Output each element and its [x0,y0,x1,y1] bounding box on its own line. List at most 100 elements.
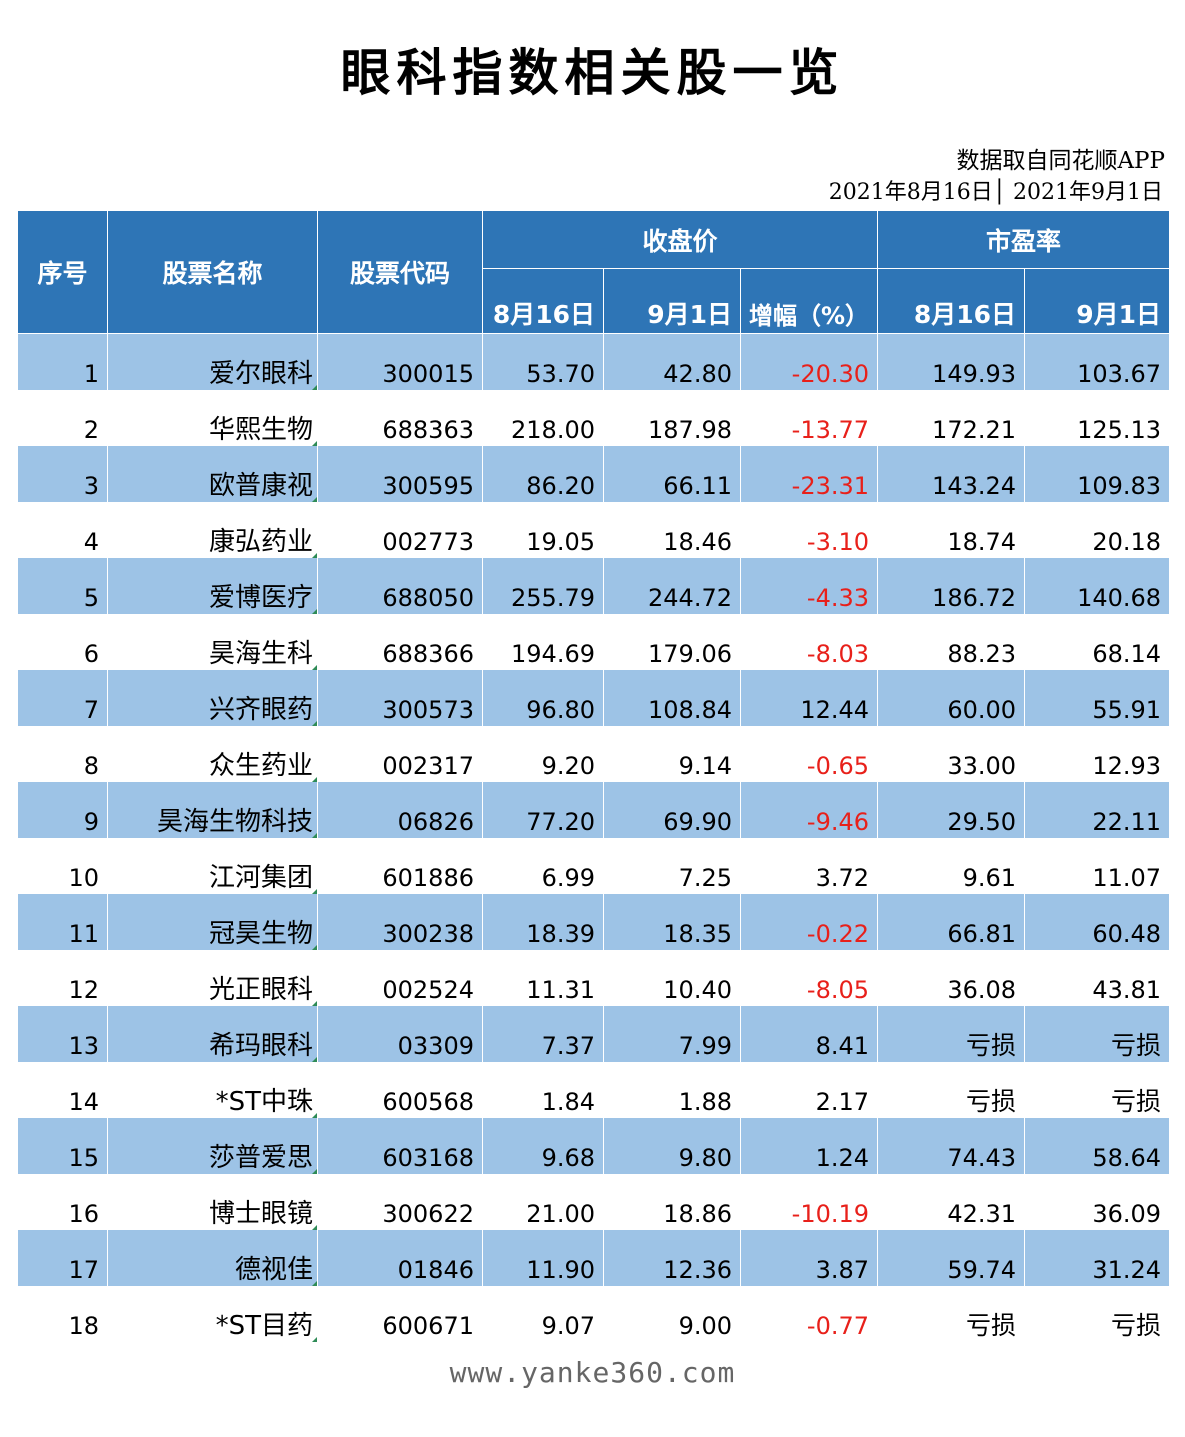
cell-close-aug16: 1.84 [482,1061,604,1118]
cell-pe-sep1: 68.14 [1024,613,1171,670]
cell-close-sep1: 18.35 [603,893,741,950]
cell-code: 002317 [317,725,483,782]
header-pe-sep1: 9月1日 [1024,268,1171,334]
cell-change-pct: -9.46 [740,781,879,838]
cell-change-pct: -0.77 [740,1285,879,1342]
cell-name: 莎普爱思 [107,1117,318,1174]
cell-close-sep1: 10.40 [603,949,741,1006]
cell-close-aug16: 18.39 [482,893,604,950]
cell-pe-sep1: 109.83 [1024,445,1171,502]
cell-seq: 2 [17,389,108,446]
date-range-note: 2021年8月16日│ 2021年9月1日 [828,180,1163,205]
cell-seq: 17 [17,1229,108,1286]
header-pe-group: 市盈率 [877,210,1171,269]
cell-close-aug16: 6.99 [482,837,604,894]
cell-seq: 14 [17,1061,108,1118]
cell-name: 昊海生物科技 [107,781,318,838]
header-pe-aug16: 8月16日 [877,268,1026,334]
cell-close-aug16: 11.90 [482,1229,604,1286]
cell-close-sep1: 9.14 [603,725,741,782]
cell-pe-aug16: 149.93 [877,333,1026,390]
cell-code: 688363 [317,389,483,446]
cell-name: 华熙生物 [107,389,318,446]
cell-close-sep1: 18.86 [603,1173,741,1230]
cell-seq: 10 [17,837,108,894]
cell-close-sep1: 9.80 [603,1117,741,1174]
cell-change-pct: -4.33 [740,557,879,614]
table-row: 5 爱博医疗 688050 255.79 244.72 -4.33 186.72 140.68 [17,557,1171,614]
cell-seq: 7 [17,669,108,726]
cell-name: 康弘药业 [107,501,318,558]
cell-change-pct: 12.44 [740,669,879,726]
cell-pe-sep1: 58.64 [1024,1117,1171,1174]
cell-seq: 13 [17,1005,108,1062]
cell-name: 希玛眼科 [107,1005,318,1062]
cell-code: 300622 [317,1173,483,1230]
cell-change-pct: -10.19 [740,1173,879,1230]
table-row: 16 博士眼镜 300622 21.00 18.86 -10.19 42.31 36.09 [17,1173,1171,1230]
cell-pe-aug16: 36.08 [877,949,1026,1006]
cell-close-sep1: 108.84 [603,669,741,726]
data-source-note: 数据取自同花顺APP [956,148,1165,174]
cell-change-pct: 3.87 [740,1229,879,1286]
cell-code: 603168 [317,1117,483,1174]
cell-name: 昊海生科 [107,613,318,670]
cell-name: 江河集团 [107,837,318,894]
cell-pe-sep1: 亏损 [1024,1061,1171,1118]
cell-pe-aug16: 88.23 [877,613,1026,670]
cell-pe-sep1: 55.91 [1024,669,1171,726]
table-row: 7 兴齐眼药 300573 96.80 108.84 12.44 60.00 55.91 [17,669,1171,726]
cell-name: *ST中珠 [107,1061,318,1118]
table-row: 14 *ST中珠 600568 1.84 1.88 2.17 亏损 亏损 [17,1061,1171,1118]
cell-pe-aug16: 亏损 [877,1005,1026,1062]
cell-pe-sep1: 31.24 [1024,1229,1171,1286]
cell-pe-sep1: 60.48 [1024,893,1171,950]
cell-pe-aug16: 亏损 [877,1285,1026,1342]
table-row: 2 华熙生物 688363 218.00 187.98 -13.77 172.21 125.1… [17,389,1171,446]
cell-close-sep1: 66.11 [603,445,741,502]
cell-code: 300595 [317,445,483,502]
cell-close-aug16: 53.70 [482,333,604,390]
cell-pe-aug16: 亏损 [877,1061,1026,1118]
table-row: 18 *ST目药 600671 9.07 9.00 -0.77 亏损 亏损 [17,1285,1171,1342]
cell-close-aug16: 9.07 [482,1285,604,1342]
cell-close-sep1: 69.90 [603,781,741,838]
cell-pe-sep1: 12.93 [1024,725,1171,782]
table-row: 1 爱尔眼科 300015 53.70 42.80 -20.30 149.93 103.67 [17,333,1171,390]
cell-pe-aug16: 60.00 [877,669,1026,726]
cell-code: 06826 [317,781,483,838]
cell-close-sep1: 244.72 [603,557,741,614]
cell-seq: 4 [17,501,108,558]
table-row: 15 莎普爱思 603168 9.68 9.80 1.24 74.43 58.64 [17,1117,1171,1174]
cell-pe-sep1: 22.11 [1024,781,1171,838]
cell-close-aug16: 7.37 [482,1005,604,1062]
cell-change-pct: -0.22 [740,893,879,950]
page-title: 眼科指数相关股一览 [340,43,845,102]
watermark-url: www.yanke360.com [449,1356,736,1389]
cell-code: 688366 [317,613,483,670]
cell-close-sep1: 12.36 [603,1229,741,1286]
cell-code: 300573 [317,669,483,726]
cell-code: 300238 [317,893,483,950]
table-row: 12 光正眼科 002524 11.31 10.40 -8.05 36.08 43.81 [17,949,1171,1006]
cell-seq: 1 [17,333,108,390]
cell-name: 众生药业 [107,725,318,782]
table-row: 4 康弘药业 002773 19.05 18.46 -3.10 18.74 20.18 [17,501,1171,558]
cell-code: 601886 [317,837,483,894]
table-header: 序号 股票名称 股票代码 收盘价 市盈率 8月16日 9月1日 增幅（%） 8月… [17,210,1171,334]
cell-pe-sep1: 125.13 [1024,389,1171,446]
cell-close-sep1: 1.88 [603,1061,741,1118]
cell-close-aug16: 9.68 [482,1117,604,1174]
cell-change-pct: -0.65 [740,725,879,782]
table-row: 6 昊海生科 688366 194.69 179.06 -8.03 88.23 68.14 [17,613,1171,670]
header-close-sep1: 9月1日 [603,268,741,334]
cell-pe-aug16: 186.72 [877,557,1026,614]
cell-close-aug16: 96.80 [482,669,604,726]
cell-change-pct: -3.10 [740,501,879,558]
cell-seq: 16 [17,1173,108,1230]
cell-name: 爱博医疗 [107,557,318,614]
cell-pe-aug16: 29.50 [877,781,1026,838]
cell-pe-sep1: 亏损 [1024,1285,1171,1342]
cell-seq: 15 [17,1117,108,1174]
cell-seq: 5 [17,557,108,614]
